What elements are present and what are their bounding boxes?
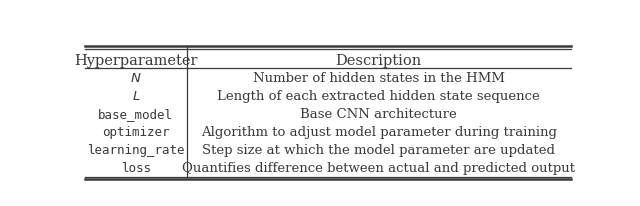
Text: Length of each extracted hidden state sequence: Length of each extracted hidden state se… <box>218 89 540 102</box>
Text: Hyperparameter: Hyperparameter <box>74 54 198 68</box>
Text: Base CNN architecture: Base CNN architecture <box>300 107 457 120</box>
Text: loss: loss <box>121 162 151 174</box>
Text: base_model: base_model <box>99 107 173 120</box>
Text: $L$: $L$ <box>131 89 140 102</box>
Text: $N$: $N$ <box>130 71 141 84</box>
Text: optimizer: optimizer <box>102 125 170 138</box>
Text: Algorithm to adjust model parameter during training: Algorithm to adjust model parameter duri… <box>201 125 557 138</box>
Text: Number of hidden states in the HMM: Number of hidden states in the HMM <box>253 71 505 84</box>
Text: learning_rate: learning_rate <box>87 143 184 156</box>
Text: Step size at which the model parameter are updated: Step size at which the model parameter a… <box>202 143 556 156</box>
Text: Quantifies difference between actual and predicted output: Quantifies difference between actual and… <box>182 162 575 174</box>
Text: Description: Description <box>336 54 422 68</box>
